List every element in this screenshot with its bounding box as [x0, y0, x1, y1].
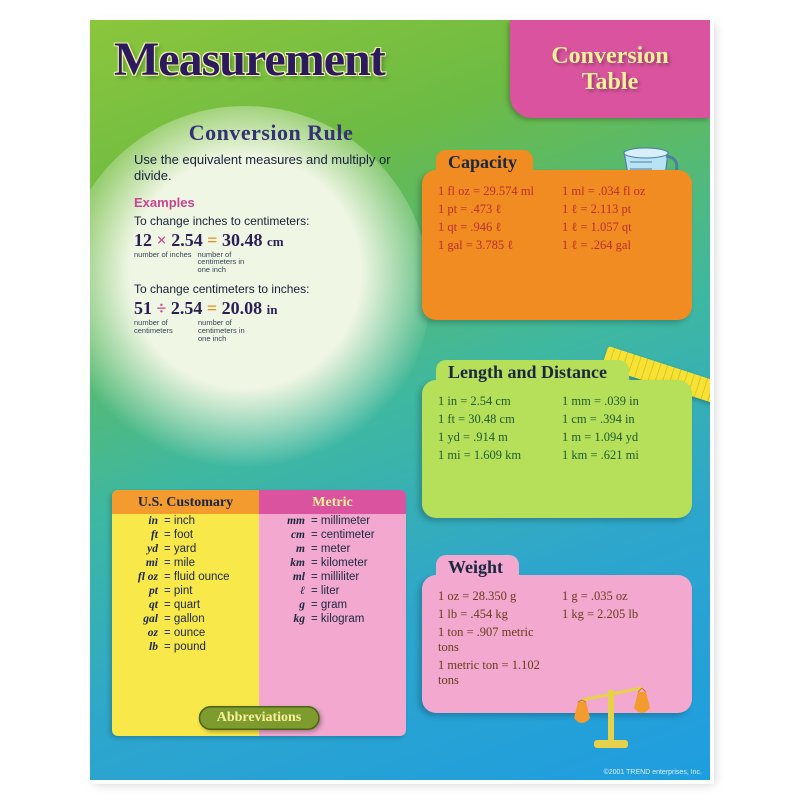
- conversion-cell: 1 lb = .454 kg: [438, 607, 552, 622]
- conversion-cell: 1 ml = .034 fl oz: [562, 184, 676, 199]
- corner-tab: Conversion Table: [510, 20, 710, 118]
- conversion-rule-panel: Conversion Rule Use the equivalent measu…: [116, 120, 426, 351]
- conversion-cell: 1 metric ton = 1.102 tons: [438, 658, 552, 688]
- example1-equation: 12 × 2.54 = 30.48 cm: [134, 230, 408, 251]
- abbr-row: cm= centimeter: [259, 528, 406, 542]
- metric-column: Metric mm= millimetercm= centimeterm= me…: [259, 490, 406, 736]
- example2-intro: To change centimeters to inches:: [134, 282, 408, 296]
- conversion-cell: 1 mm = .039 in: [562, 394, 676, 409]
- conversion-cell: 1 qt = .946 ℓ: [438, 220, 552, 235]
- conversion-cell: 1 m = 1.094 yd: [562, 430, 676, 445]
- abbr-row: fl oz= fluid ounce: [112, 570, 259, 584]
- poster: Measurement Conversion Table Conversion …: [90, 20, 710, 780]
- length-folder: Length and Distance 1 in = 2.54 cm1 mm =…: [422, 380, 692, 518]
- abbr-row: mm= millimeter: [259, 514, 406, 528]
- abbr-row: kg= kilogram: [259, 612, 406, 626]
- example1-sublabels: number of inchesnumber of centimeters in…: [134, 251, 408, 275]
- balance-scale-icon: [564, 678, 660, 758]
- conversion-cell: 1 ℓ = 1.057 qt: [562, 220, 676, 235]
- abbreviations-panel: U.S. Customary in= inchft= footyd= yardm…: [112, 490, 406, 736]
- abbr-row: gal= gallon: [112, 612, 259, 626]
- length-tab: Length and Distance: [436, 360, 629, 388]
- abbr-row: lb= pound: [112, 640, 259, 654]
- length-body: 1 in = 2.54 cm 1 mm = .039 in 1 ft = 30.48…: [422, 380, 692, 477]
- abbr-row: oz= ounce: [112, 626, 259, 640]
- copyright-text: ©2001 TREND enterprises, Inc.: [604, 769, 702, 776]
- us-customary-heading: U.S. Customary: [112, 490, 259, 514]
- conversion-cell: 1 kg = 2.205 lb: [562, 607, 676, 622]
- abbr-row: pt= pint: [112, 584, 259, 598]
- conversion-cell: 1 mi = 1.609 km: [438, 448, 552, 463]
- conversion-cell: 1 ℓ = 2.113 pt: [562, 202, 676, 217]
- abbr-row: km= kilometer: [259, 556, 406, 570]
- main-title: Measurement: [114, 32, 385, 87]
- conversion-cell: 1 ft = 30.48 cm: [438, 412, 552, 427]
- corner-tab-text: Conversion Table: [551, 43, 668, 96]
- conversion-cell: 1 oz = 28.350 g: [438, 589, 552, 604]
- us-customary-column: U.S. Customary in= inchft= footyd= yardm…: [112, 490, 259, 736]
- conversion-cell: 1 fl oz = 29.574 ml: [438, 184, 552, 199]
- conversion-cell: 1 ℓ = .264 gal: [562, 238, 676, 253]
- abbr-row: m= meter: [259, 542, 406, 556]
- conversion-cell: 1 g = .035 oz: [562, 589, 676, 604]
- abbr-row: g= gram: [259, 598, 406, 612]
- abbr-row: qt= quart: [112, 598, 259, 612]
- abbr-row: ℓ= liter: [259, 584, 406, 598]
- weight-tab: Weight: [436, 555, 519, 583]
- abbr-row: ft= foot: [112, 528, 259, 542]
- abbr-row: mi= mile: [112, 556, 259, 570]
- conversion-cell: 1 in = 2.54 cm: [438, 394, 552, 409]
- metric-heading: Metric: [259, 490, 406, 514]
- abbr-row: yd= yard: [112, 542, 259, 556]
- capacity-tab: Capacity: [436, 150, 533, 178]
- abbr-row: in= inch: [112, 514, 259, 528]
- conversion-cell: [562, 625, 676, 655]
- capacity-folder: Capacity 1 fl oz = 29.574 ml1 ml = .034 …: [422, 170, 692, 320]
- capacity-body: 1 fl oz = 29.574 ml 1 ml = .034 fl oz 1 pt…: [422, 170, 692, 267]
- examples-label: Examples: [134, 195, 426, 210]
- abbr-row: ml= milliliter: [259, 570, 406, 584]
- conversion-cell: 1 cm = .394 in: [562, 412, 676, 427]
- example2-equation: 51 ÷ 2.54 = 20.08 in: [134, 298, 408, 319]
- example2-sublabels: number of centimetersnumber of centimete…: [134, 319, 408, 343]
- conversion-cell: 1 gal = 3.785 ℓ: [438, 238, 552, 253]
- conversion-cell: 1 ton = .907 metric tons: [438, 625, 552, 655]
- rule-subtext: Use the equivalent measures and multiply…: [134, 152, 408, 185]
- conversion-cell: 1 km = .621 mi: [562, 448, 676, 463]
- conversion-cell: 1 pt = .473 ℓ: [438, 202, 552, 217]
- conversion-cell: 1 yd = .914 m: [438, 430, 552, 445]
- rule-heading: Conversion Rule: [116, 120, 426, 146]
- abbreviations-badge: Abbreviations: [199, 706, 320, 730]
- example1-intro: To change inches to centimeters:: [134, 214, 408, 228]
